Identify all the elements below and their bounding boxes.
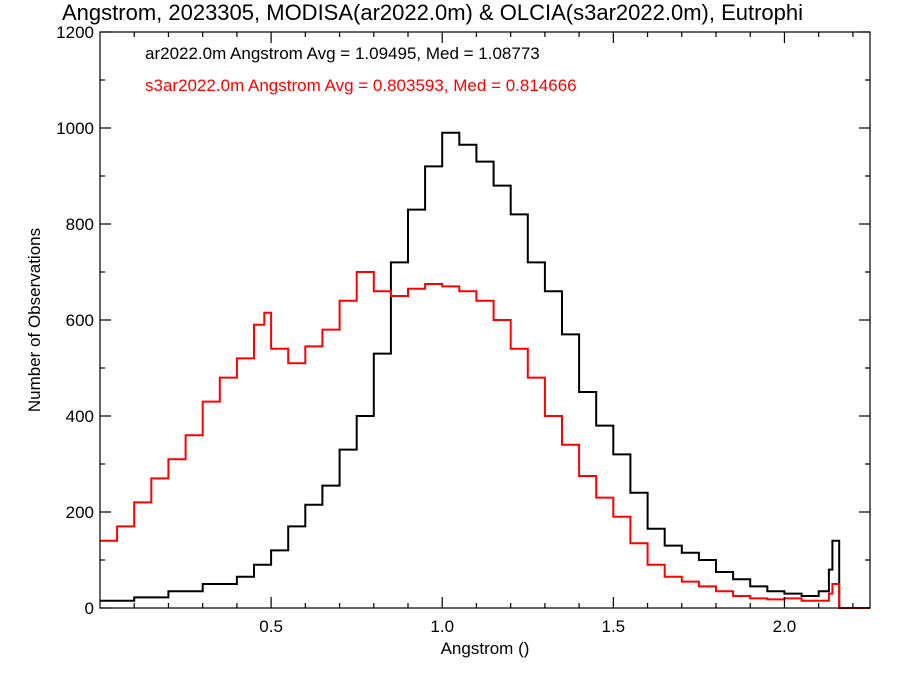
y-tick-label: 800 bbox=[66, 215, 94, 234]
x-axis-label: Angstrom () bbox=[441, 639, 530, 658]
y-tick-label: 600 bbox=[66, 311, 94, 330]
y-tick-label: 0 bbox=[85, 599, 94, 618]
series-line-ar2022-0m bbox=[100, 131, 870, 609]
y-tick-label: 1000 bbox=[56, 119, 94, 138]
x-tick-label: 0.5 bbox=[259, 617, 283, 636]
series-line-s3ar2022-0m bbox=[100, 271, 870, 609]
series-layer bbox=[100, 131, 870, 609]
y-tick-label: 200 bbox=[66, 503, 94, 522]
legend-entry-s3ar2022: s3ar2022.0m Angstrom Avg = 0.803593, Med… bbox=[145, 76, 577, 95]
y-tick-label: 1200 bbox=[56, 23, 94, 42]
x-tick-label: 2.0 bbox=[773, 617, 797, 636]
y-tick-label: 400 bbox=[66, 407, 94, 426]
y-axis-label: Number of Observations bbox=[25, 228, 44, 412]
tick-layer: 0.5 1.0 1.5 2.0 0 200 400 600 800 1000 1200 bbox=[56, 23, 870, 636]
plot-frame bbox=[99, 31, 871, 609]
x-tick-label: 1.5 bbox=[602, 617, 626, 636]
chart-title: Angstrom, 2023305, MODISA(ar2022.0m) & O… bbox=[62, 0, 804, 25]
legend-entry-ar2022: ar2022.0m Angstrom Avg = 1.09495, Med = … bbox=[145, 44, 540, 63]
x-tick-label: 1.0 bbox=[430, 617, 454, 636]
